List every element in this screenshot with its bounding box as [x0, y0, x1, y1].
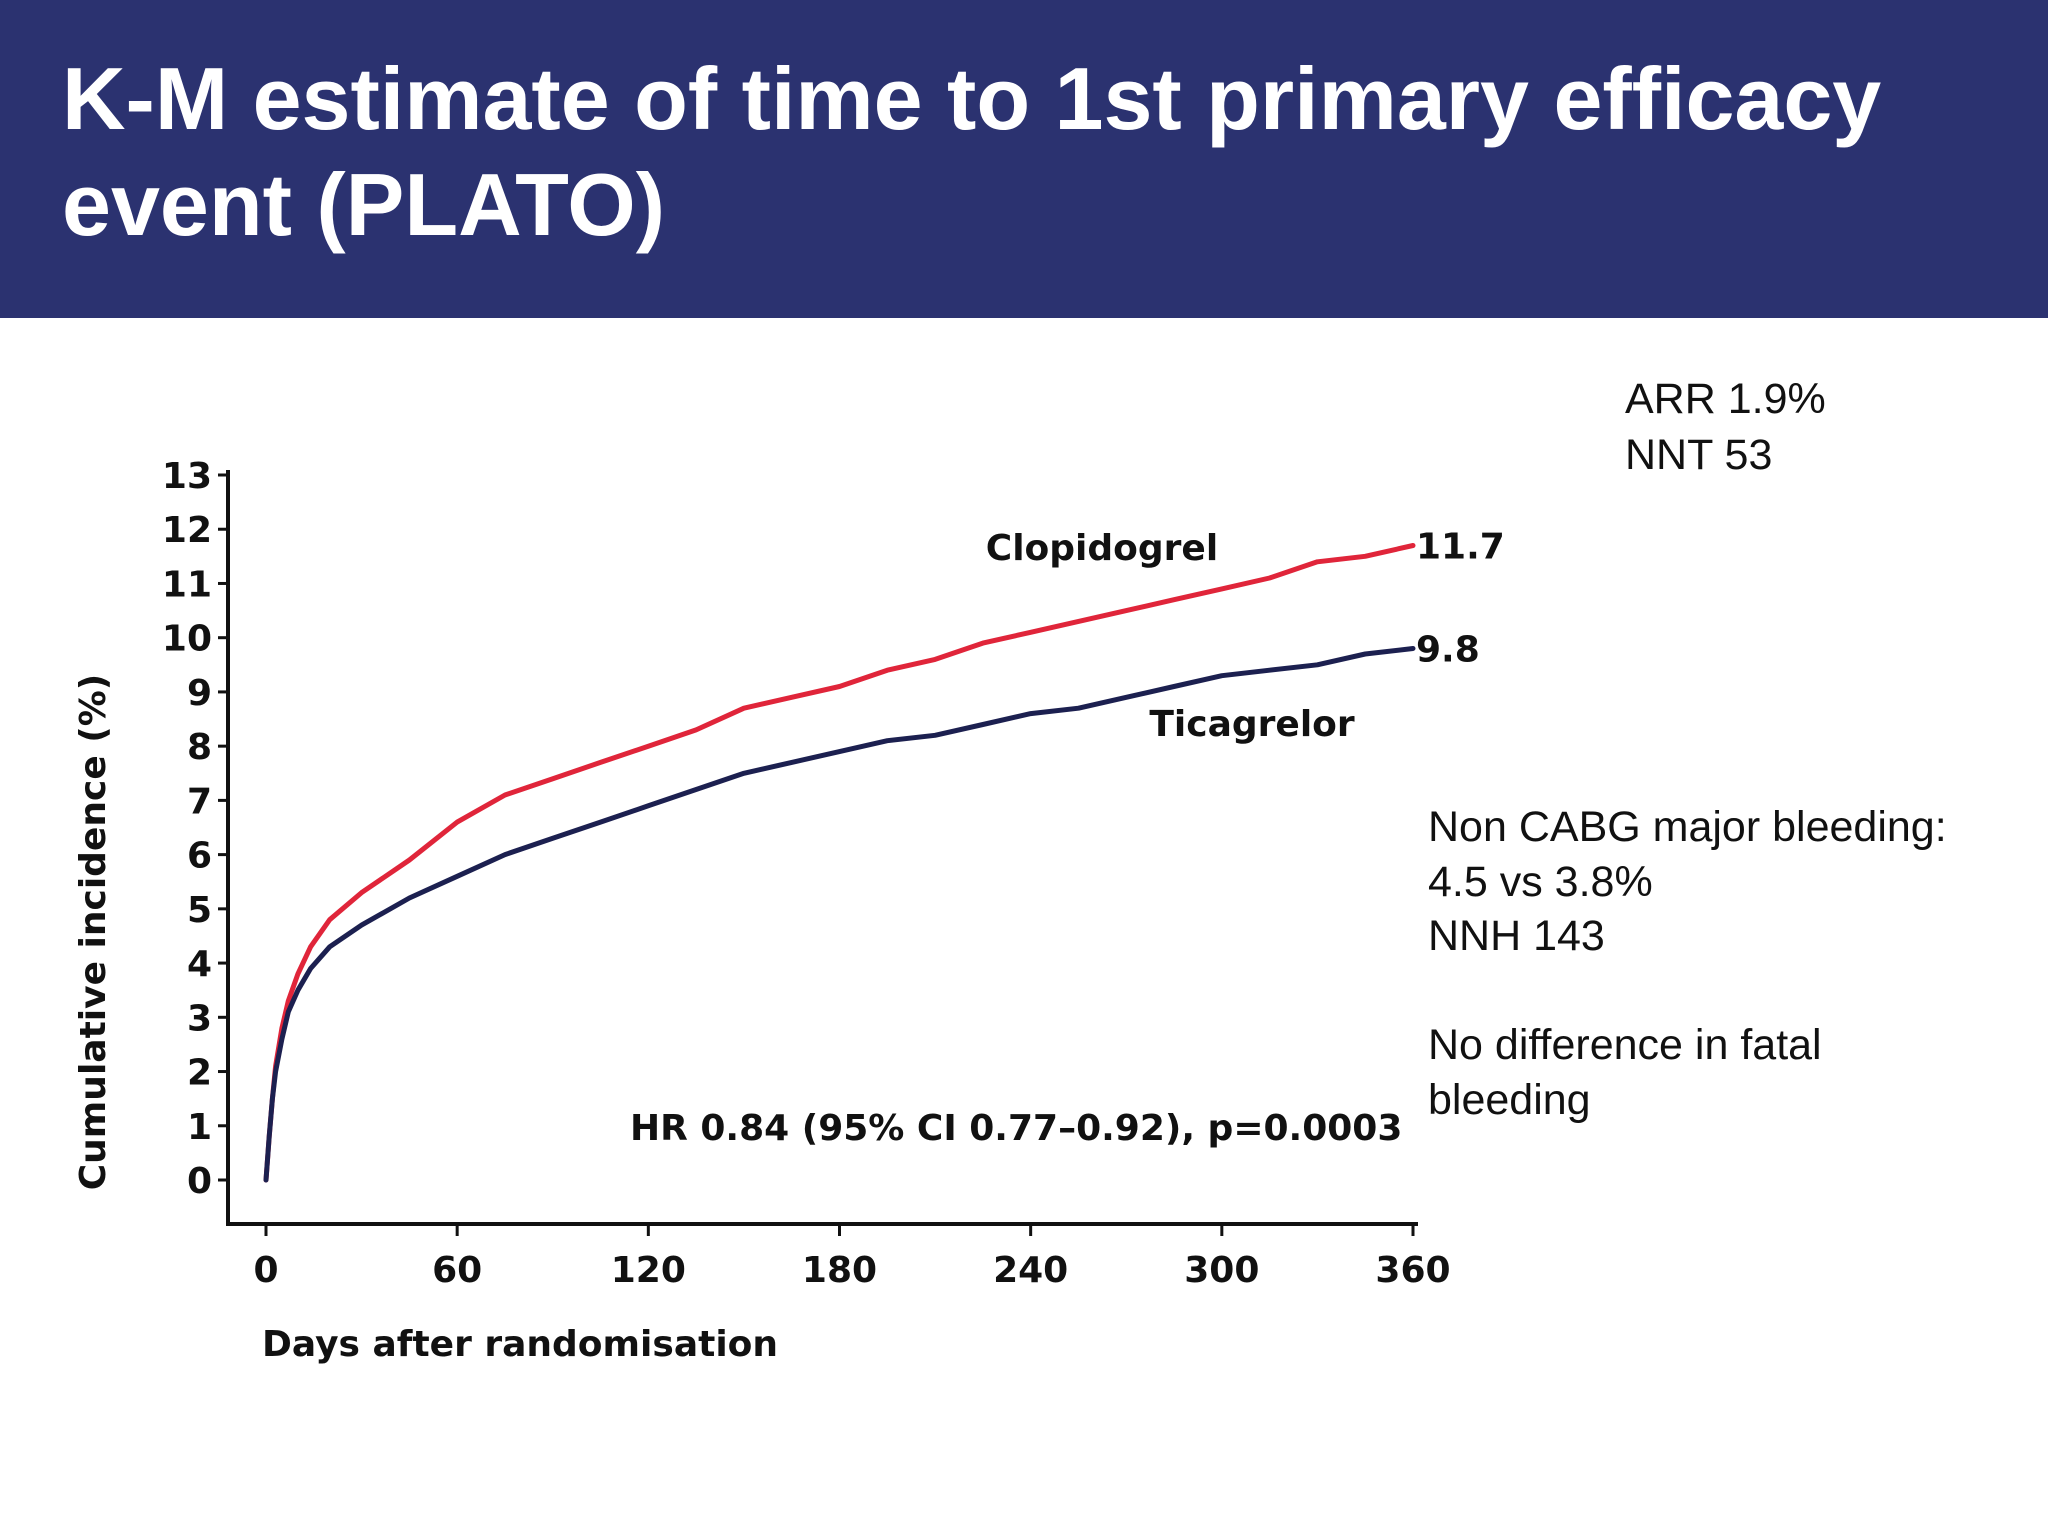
x-tick-label: 180	[802, 1250, 877, 1291]
chart-series	[263, 543, 1416, 1183]
bleeding-rates: 4.5 vs 3.8%	[1428, 858, 1653, 906]
y-tick-label: 0	[187, 1161, 212, 1202]
y-tick-label: 8	[187, 727, 212, 768]
series-line-clopidogrel	[263, 543, 1416, 1183]
slide-title: K-M estimate of time to 1st primary effi…	[62, 49, 1882, 254]
nnt-note: NNT 53	[1625, 431, 1773, 479]
y-tick-label: 10	[162, 619, 212, 660]
y-tick-label: 7	[187, 781, 212, 822]
end-value-label: 11.7	[1416, 527, 1505, 568]
series-line-ticagrelor	[263, 646, 1416, 1183]
fatal-bleeding-line1: No difference in fatal	[1428, 1021, 1822, 1069]
x-tick-label: 300	[1184, 1250, 1259, 1291]
chart-labels: Days after randomisation Cumulative incid…	[73, 527, 1505, 1366]
end-value-label: 9.8	[1416, 630, 1480, 671]
y-tick-label: 1	[187, 1107, 212, 1148]
arr-note: ARR 1.9%	[1625, 375, 1826, 423]
series-name-label: Ticagrelor	[1149, 704, 1355, 745]
bleeding-heading: Non CABG major bleeding:	[1428, 803, 1947, 851]
x-tick-label: 60	[432, 1250, 482, 1291]
series-name-label: Clopidogrel	[986, 528, 1218, 569]
y-tick-label: 2	[187, 1053, 212, 1094]
y-tick-label: 12	[162, 510, 212, 551]
y-tick-label: 11	[162, 564, 212, 605]
x-tick-label: 0	[253, 1250, 278, 1291]
y-tick-label: 4	[187, 944, 212, 985]
hazard-ratio-annotation: HR 0.84 (95% CI 0.77–0.92), p=0.0003	[630, 1108, 1402, 1149]
y-tick-label: 9	[187, 673, 212, 714]
nnh-note: NNH 143	[1428, 912, 1605, 960]
y-tick-label: 3	[187, 998, 212, 1039]
fatal-bleeding-line2: bleeding	[1428, 1076, 1591, 1124]
title-bar: K-M estimate of time to 1st primary effi…	[0, 0, 2048, 318]
x-tick-label: 240	[993, 1250, 1068, 1291]
x-tick-label: 120	[611, 1250, 686, 1291]
y-axis-title: Cumulative incidence (%)	[73, 674, 114, 1191]
y-tick-label: 13	[162, 456, 212, 497]
x-axis-title: Days after randomisation	[262, 1324, 778, 1365]
x-tick-label: 360	[1375, 1250, 1450, 1291]
y-tick-label: 5	[187, 890, 212, 931]
y-tick-label: 6	[187, 836, 212, 877]
